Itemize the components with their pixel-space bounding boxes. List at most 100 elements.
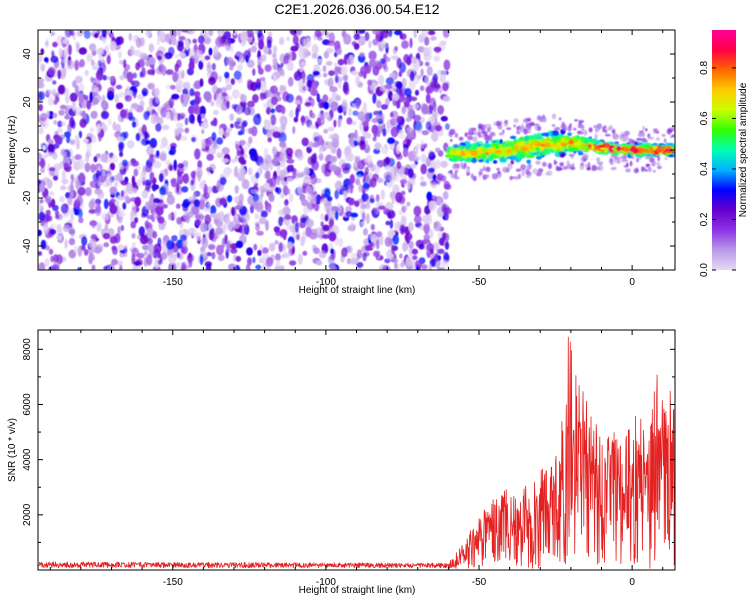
noise-speckle bbox=[248, 136, 253, 144]
noise-speckle bbox=[56, 254, 63, 265]
noise-speckle bbox=[200, 122, 209, 129]
noise-speckle bbox=[78, 208, 83, 219]
noise-speckle bbox=[371, 209, 378, 215]
noise-speckle bbox=[435, 147, 441, 153]
noise-speckle bbox=[151, 184, 160, 190]
noise-speckle bbox=[220, 158, 229, 164]
noise-speckle bbox=[365, 200, 371, 210]
noise-speckle bbox=[437, 69, 444, 76]
noise-speckle bbox=[408, 80, 412, 91]
noise-speckle bbox=[111, 245, 117, 251]
noise-speckle bbox=[330, 147, 337, 154]
noise-speckle bbox=[283, 54, 289, 65]
noise-speckle bbox=[355, 178, 361, 186]
noise-speckle bbox=[311, 203, 315, 208]
noise-speckle bbox=[310, 153, 316, 165]
noise-speckle bbox=[49, 223, 57, 229]
noise-speckle bbox=[59, 104, 67, 110]
signal-halo-speckle bbox=[526, 163, 533, 170]
signal-speckle bbox=[552, 130, 559, 137]
noise-speckle bbox=[284, 214, 292, 220]
noise-speckle bbox=[217, 254, 225, 262]
noise-speckle bbox=[262, 159, 270, 171]
noise-speckle bbox=[91, 59, 95, 66]
noise-speckle bbox=[100, 153, 109, 163]
noise-speckle bbox=[206, 153, 214, 161]
noise-speckle bbox=[403, 205, 408, 212]
signal-speckle bbox=[608, 145, 615, 149]
spectrogram-y-tick-label: -40 bbox=[22, 238, 33, 253]
signal-speckle bbox=[510, 160, 514, 165]
signal-speckle bbox=[616, 145, 622, 152]
noise-speckle bbox=[38, 251, 43, 256]
noise-speckle bbox=[429, 229, 434, 239]
noise-speckle bbox=[382, 264, 391, 270]
signal-speckle bbox=[506, 156, 510, 159]
noise-speckle bbox=[302, 72, 306, 84]
signal-halo-speckle bbox=[595, 127, 598, 133]
noise-speckle bbox=[102, 74, 107, 81]
signal-halo-speckle bbox=[559, 162, 564, 167]
noise-speckle bbox=[327, 40, 336, 46]
noise-speckle bbox=[404, 233, 409, 243]
signal-speckle bbox=[534, 137, 538, 143]
noise-speckle bbox=[92, 65, 100, 71]
noise-speckle bbox=[135, 37, 142, 48]
noise-speckle bbox=[278, 216, 283, 227]
noise-speckle bbox=[131, 175, 136, 185]
spectrogram-x-tick-label: -50 bbox=[472, 277, 487, 288]
noise-speckle bbox=[57, 69, 62, 80]
noise-speckle bbox=[165, 84, 172, 90]
noise-speckle bbox=[353, 33, 361, 41]
noise-speckle bbox=[70, 213, 75, 222]
signal-halo-speckle bbox=[608, 125, 613, 130]
noise-speckle bbox=[328, 32, 335, 43]
noise-speckle bbox=[346, 258, 352, 265]
noise-speckle bbox=[38, 83, 45, 89]
noise-speckle bbox=[224, 71, 230, 79]
noise-speckle bbox=[420, 68, 424, 77]
noise-speckle bbox=[197, 160, 203, 170]
signal-speckle bbox=[623, 146, 629, 151]
noise-speckle bbox=[248, 148, 257, 157]
noise-speckle bbox=[182, 173, 190, 184]
signal-speckle bbox=[501, 147, 508, 152]
noise-speckle bbox=[42, 145, 46, 151]
noise-speckle bbox=[349, 183, 354, 190]
noise-speckle bbox=[401, 40, 409, 49]
noise-speckle bbox=[217, 30, 221, 35]
noise-speckle bbox=[242, 120, 248, 127]
noise-speckle bbox=[90, 163, 96, 173]
noise-speckle bbox=[391, 244, 396, 255]
noise-speckle bbox=[146, 228, 153, 239]
noise-speckle bbox=[234, 185, 239, 194]
noise-speckle bbox=[372, 30, 381, 35]
noise-speckle bbox=[368, 59, 377, 68]
noise-speckle bbox=[265, 170, 271, 180]
noise-speckle bbox=[414, 155, 421, 162]
signal-halo-speckle bbox=[604, 129, 608, 134]
noise-speckle bbox=[335, 94, 342, 102]
signal-halo-speckle bbox=[464, 132, 469, 137]
noise-speckle bbox=[254, 30, 259, 35]
noise-speckle bbox=[78, 172, 85, 183]
noise-speckle bbox=[316, 93, 320, 103]
noise-speckle bbox=[279, 265, 285, 270]
signal-speckle bbox=[471, 145, 478, 151]
signal-halo-speckle bbox=[638, 132, 644, 138]
noise-speckle bbox=[221, 147, 230, 155]
noise-speckle bbox=[57, 127, 63, 134]
signal-halo-speckle bbox=[580, 157, 584, 162]
signal-halo-speckle bbox=[506, 127, 512, 130]
noise-speckle bbox=[334, 182, 342, 189]
noise-speckle bbox=[176, 217, 183, 225]
noise-speckle bbox=[379, 84, 385, 92]
noise-speckle bbox=[228, 221, 233, 232]
noise-speckle bbox=[101, 99, 107, 109]
noise-speckle bbox=[69, 180, 74, 192]
signal-speckle bbox=[466, 151, 471, 155]
signal-speckle bbox=[519, 140, 525, 146]
noise-speckle bbox=[103, 198, 109, 210]
signal-halo-speckle bbox=[657, 155, 660, 162]
noise-speckle bbox=[256, 30, 263, 38]
